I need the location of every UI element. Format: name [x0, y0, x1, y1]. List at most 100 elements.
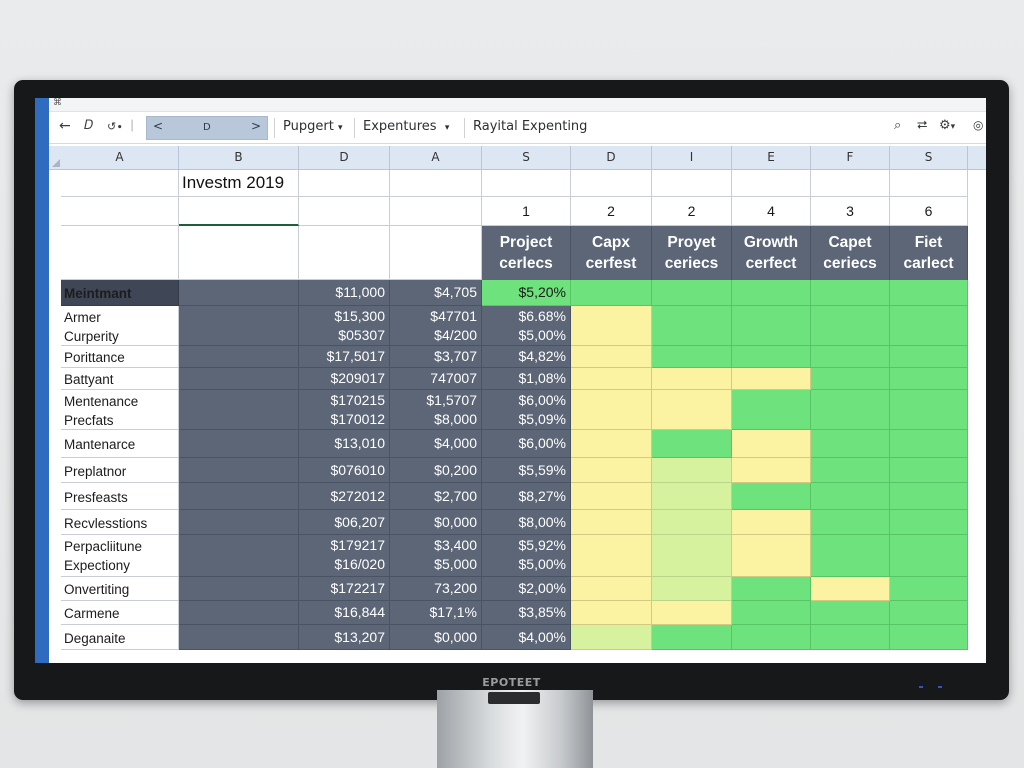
cell[interactable] [179, 577, 299, 601]
cell[interactable] [571, 170, 652, 197]
nav-prev-icon[interactable]: < [153, 119, 164, 133]
heatmap-cell[interactable] [732, 458, 811, 483]
heatmap-cell[interactable] [811, 483, 890, 510]
heatmap-cell[interactable] [811, 430, 890, 458]
column-header[interactable]: A [390, 146, 482, 170]
cell[interactable] [179, 601, 299, 625]
cell[interactable] [61, 226, 179, 280]
metric-header[interactable]: Capx cerfest [571, 226, 652, 280]
column-header[interactable]: D [299, 146, 390, 170]
cell[interactable] [61, 170, 179, 197]
cell[interactable] [179, 430, 299, 458]
heatmap-cell[interactable] [652, 346, 732, 368]
undo-icon[interactable]: ↺∙ [107, 120, 124, 133]
sheet-title[interactable]: Investm 2019 [179, 170, 299, 197]
row-label-cell[interactable]: Mantenarce [61, 430, 179, 458]
column-number[interactable]: 6 [890, 197, 968, 226]
settings-icon[interactable]: ⚙▾ [939, 118, 956, 133]
heatmap-cell[interactable] [811, 390, 890, 430]
heatmap-cell[interactable] [652, 368, 732, 390]
heatmap-cell[interactable] [571, 280, 652, 306]
column-header[interactable]: D [571, 146, 652, 170]
heatmap-cell[interactable] [652, 306, 732, 346]
column-header[interactable]: F [811, 146, 890, 170]
nav-next-icon[interactable]: > [250, 119, 261, 133]
metric-header[interactable]: Capet ceriecs [811, 226, 890, 280]
column-number[interactable]: 2 [652, 197, 732, 226]
column-number[interactable]: 2 [571, 197, 652, 226]
row-label-cell[interactable]: Porittance [61, 346, 179, 368]
heatmap-cell[interactable] [890, 458, 968, 483]
column-header[interactable]: E [732, 146, 811, 170]
cell[interactable] [179, 483, 299, 510]
heatmap-cell[interactable] [811, 510, 890, 535]
heatmap-cell[interactable] [890, 510, 968, 535]
heatmap-cell[interactable] [811, 368, 890, 390]
column-header[interactable]: S [482, 146, 571, 170]
cell[interactable] [732, 170, 811, 197]
menu-rayital-expenting[interactable]: Rayital Expenting [473, 119, 588, 134]
more-icon[interactable]: ◎ [973, 118, 984, 132]
heatmap-cell[interactable] [890, 390, 968, 430]
heatmap-cell[interactable] [571, 390, 652, 430]
row-label-cell[interactable]: Preplatnor [61, 458, 179, 483]
heatmap-cell[interactable] [571, 535, 652, 577]
heatmap-cell[interactable] [732, 577, 811, 601]
percent-cell[interactable]: $5,92% $5,00% [482, 535, 571, 577]
heatmap-cell[interactable] [652, 601, 732, 625]
menu-pupgert[interactable]: Pupgert ▾ [283, 119, 342, 134]
value-cell-d[interactable]: $179217 $16/020 [299, 535, 390, 577]
menu-expentures[interactable]: Expentures ▾ [363, 119, 449, 134]
percent-cell[interactable]: $1,08% [482, 368, 571, 390]
value-cell-a[interactable]: $2,700 [390, 483, 482, 510]
value-cell-a[interactable]: 747007 [390, 368, 482, 390]
value-cell-d[interactable]: $16,844 [299, 601, 390, 625]
heatmap-cell[interactable] [890, 601, 968, 625]
share-icon[interactable]: ⮂ [917, 118, 928, 133]
value-cell-d[interactable]: $17,5017 [299, 346, 390, 368]
row-label-cell[interactable]: Armer Curperity [61, 306, 179, 346]
value-cell-d[interactable]: $076010 [299, 458, 390, 483]
heatmap-cell[interactable] [571, 483, 652, 510]
cell[interactable] [811, 170, 890, 197]
search-icon[interactable]: ⌕ [894, 118, 902, 133]
cell[interactable] [179, 458, 299, 483]
value-cell-a[interactable]: $0,000 [390, 510, 482, 535]
heatmap-cell[interactable] [890, 625, 968, 650]
heatmap-cell[interactable] [890, 306, 968, 346]
column-number[interactable]: 3 [811, 197, 890, 226]
row-label-cell[interactable]: Battyant [61, 368, 179, 390]
cell[interactable] [179, 368, 299, 390]
row-label-cell[interactable]: Carmene [61, 601, 179, 625]
row-label-cell[interactable]: Deganaite [61, 625, 179, 650]
cell[interactable] [390, 170, 482, 197]
navigation-field[interactable]: < D > [146, 116, 268, 140]
value-cell-a[interactable]: $3,400 $5,000 [390, 535, 482, 577]
heatmap-cell[interactable] [732, 535, 811, 577]
row-label-cell[interactable]: Mentenance Precfats [61, 390, 179, 430]
heatmap-cell[interactable] [652, 535, 732, 577]
value-cell-d[interactable]: $13,010 [299, 430, 390, 458]
cell[interactable] [179, 346, 299, 368]
heatmap-cell[interactable] [811, 306, 890, 346]
column-header[interactable]: B [179, 146, 299, 170]
metric-header[interactable]: Growth cerfect [732, 226, 811, 280]
metric-header[interactable]: Proyet ceriecs [652, 226, 732, 280]
percent-cell[interactable]: $8,00% [482, 510, 571, 535]
percent-cell[interactable]: $8,27% [482, 483, 571, 510]
heatmap-cell[interactable] [732, 483, 811, 510]
heatmap-cell[interactable] [811, 577, 890, 601]
percent-cell[interactable]: $6.68% $5,00% [482, 306, 571, 346]
value-cell-d[interactable]: $170215 $170012 [299, 390, 390, 430]
heatmap-cell[interactable] [571, 458, 652, 483]
cell[interactable] [179, 535, 299, 577]
heatmap-cell[interactable] [732, 306, 811, 346]
cell[interactable] [179, 306, 299, 346]
percent-cell[interactable]: $2,00% [482, 577, 571, 601]
cell[interactable] [390, 226, 482, 280]
value-cell-a[interactable]: $47701 $4/200 [390, 306, 482, 346]
back-arrow-icon[interactable]: ← [59, 118, 71, 134]
column-number[interactable]: 1 [482, 197, 571, 226]
metric-header[interactable]: Project cerlecs [482, 226, 571, 280]
heatmap-cell[interactable] [652, 625, 732, 650]
